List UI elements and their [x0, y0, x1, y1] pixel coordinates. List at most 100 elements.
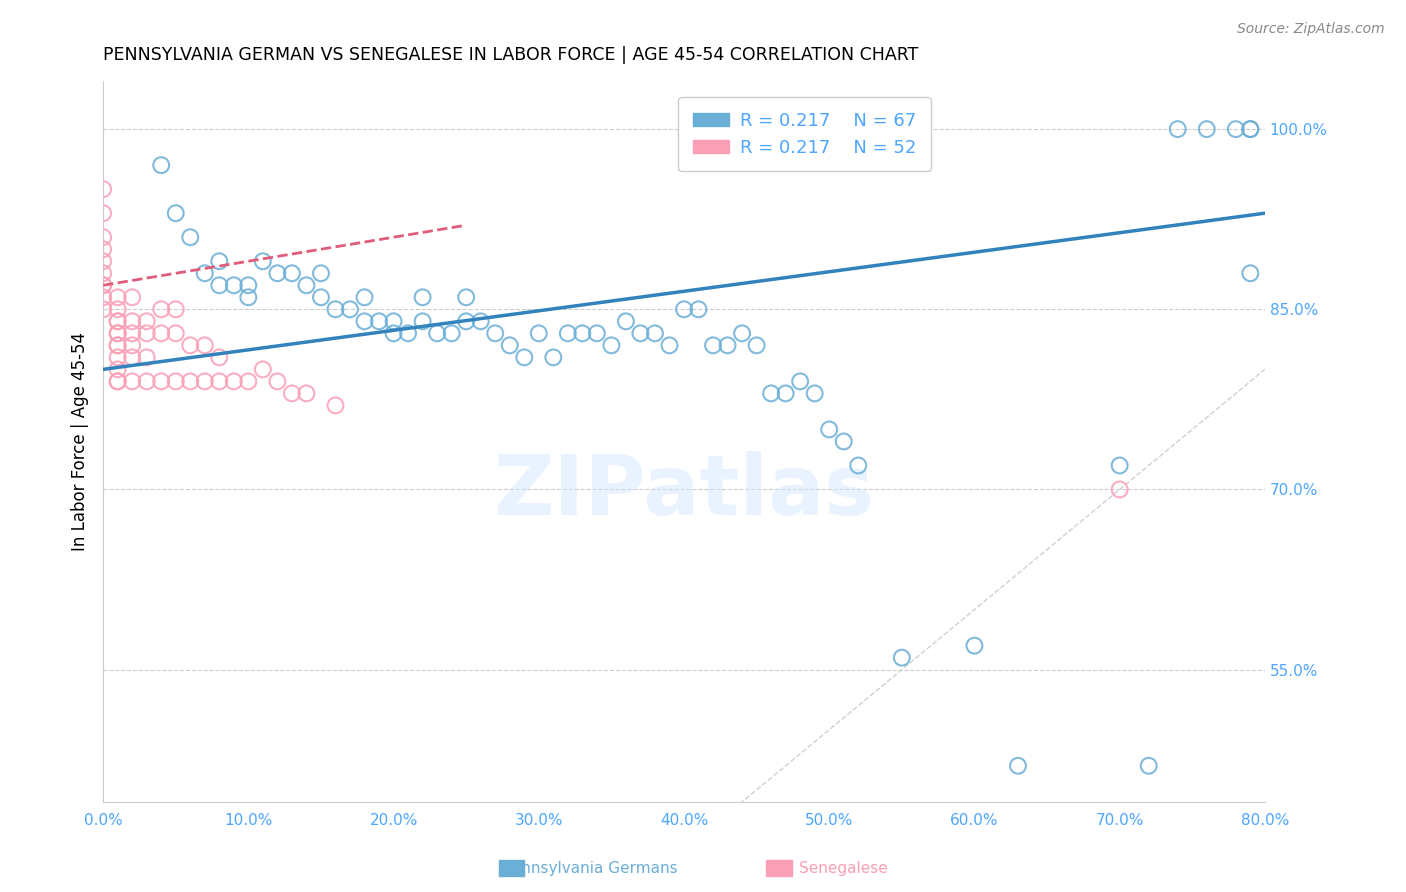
Point	[107, 326, 129, 341]
Point	[135, 375, 157, 389]
Point	[135, 351, 157, 365]
Point	[1195, 122, 1218, 136]
Point	[295, 386, 318, 401]
Point	[165, 206, 187, 220]
Point	[91, 206, 114, 220]
Point	[179, 230, 201, 244]
Point	[716, 338, 738, 352]
Point	[107, 375, 129, 389]
Point	[309, 290, 332, 304]
Point	[281, 266, 304, 280]
Point	[426, 326, 449, 341]
Point	[135, 314, 157, 328]
Point	[107, 338, 129, 352]
Point	[1108, 483, 1130, 497]
Point	[571, 326, 593, 341]
Point	[499, 338, 522, 352]
Point	[672, 302, 695, 317]
Point	[789, 375, 811, 389]
Point	[557, 326, 579, 341]
Point	[208, 254, 231, 268]
Point	[91, 182, 114, 196]
Point	[107, 290, 129, 304]
Point	[440, 326, 463, 341]
Point	[1239, 266, 1261, 280]
Point	[150, 326, 173, 341]
Point	[150, 375, 173, 389]
Point	[135, 326, 157, 341]
Point	[614, 314, 637, 328]
Point	[107, 362, 129, 376]
Text: ZIPatlas: ZIPatlas	[494, 451, 875, 533]
Point	[382, 326, 405, 341]
Text: Source: ZipAtlas.com: Source: ZipAtlas.com	[1237, 22, 1385, 37]
Point	[121, 375, 143, 389]
Point	[412, 290, 434, 304]
Point	[295, 278, 318, 293]
Point	[803, 386, 825, 401]
Point	[150, 302, 173, 317]
Point	[91, 278, 114, 293]
Point	[309, 266, 332, 280]
Point	[165, 375, 187, 389]
Point	[222, 278, 245, 293]
Text: Senegalese: Senegalese	[799, 861, 889, 876]
Point	[513, 351, 536, 365]
Point	[1108, 458, 1130, 473]
Point	[107, 302, 129, 317]
Point	[745, 338, 768, 352]
Point	[1239, 122, 1261, 136]
Point	[890, 650, 912, 665]
Point	[1007, 759, 1029, 773]
Point	[688, 302, 710, 317]
Point	[266, 375, 288, 389]
Point	[194, 338, 217, 352]
Point	[527, 326, 550, 341]
Point	[963, 639, 986, 653]
Point	[1239, 122, 1261, 136]
Point	[238, 278, 260, 293]
Point	[353, 314, 375, 328]
Point	[238, 290, 260, 304]
Point	[382, 314, 405, 328]
Point	[107, 314, 129, 328]
Point	[121, 314, 143, 328]
Point	[165, 302, 187, 317]
Point	[818, 422, 841, 436]
Point	[644, 326, 666, 341]
Point	[325, 398, 347, 412]
Point	[456, 290, 478, 304]
Y-axis label: In Labor Force | Age 45-54: In Labor Force | Age 45-54	[72, 332, 89, 551]
Point	[179, 375, 201, 389]
Point	[456, 314, 478, 328]
Point	[484, 326, 506, 341]
Point	[470, 314, 492, 328]
Point	[1167, 122, 1189, 136]
Point	[586, 326, 609, 341]
Point	[630, 326, 652, 341]
Point	[1225, 122, 1247, 136]
Point	[91, 302, 114, 317]
Point	[121, 338, 143, 352]
Point	[1137, 759, 1160, 773]
Point	[208, 351, 231, 365]
Point	[194, 266, 217, 280]
Point	[121, 351, 143, 365]
Text: PENNSYLVANIA GERMAN VS SENEGALESE IN LABOR FORCE | AGE 45-54 CORRELATION CHART: PENNSYLVANIA GERMAN VS SENEGALESE IN LAB…	[103, 46, 918, 64]
Point	[91, 266, 114, 280]
Point	[179, 338, 201, 352]
Point	[107, 351, 129, 365]
Point	[412, 314, 434, 328]
Point	[107, 314, 129, 328]
Point	[107, 326, 129, 341]
Point	[325, 302, 347, 317]
Point	[91, 230, 114, 244]
Point	[353, 290, 375, 304]
Point	[543, 351, 565, 365]
Point	[91, 254, 114, 268]
Point	[396, 326, 419, 341]
Point	[731, 326, 754, 341]
Point	[702, 338, 724, 352]
Point	[208, 278, 231, 293]
Point	[107, 338, 129, 352]
